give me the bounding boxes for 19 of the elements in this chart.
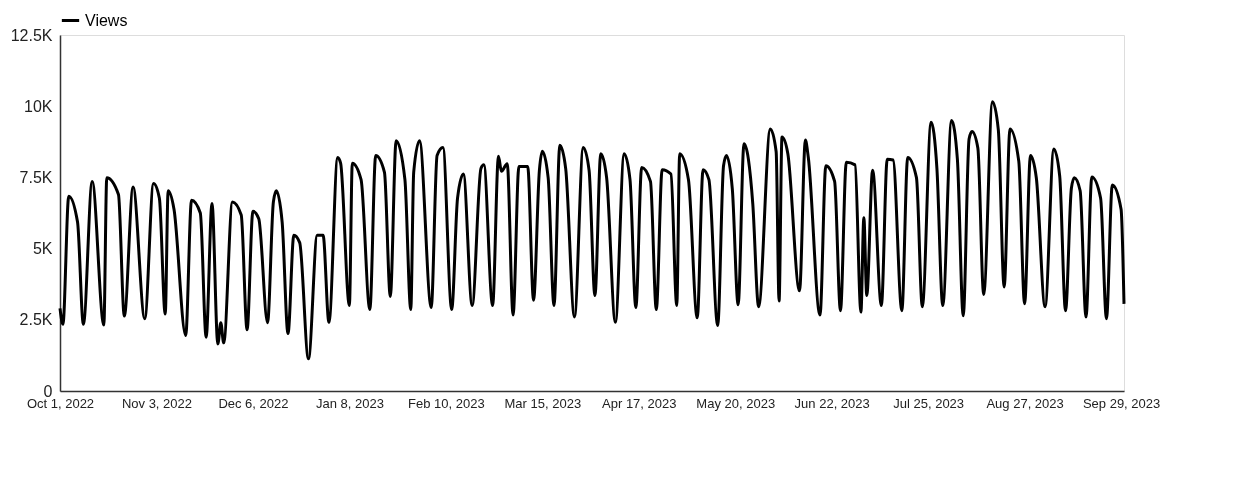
x-tick-label: Jan 8, 2023 [315, 395, 384, 411]
x-tick-label: Jun 22, 2023 [794, 395, 870, 411]
y-tick-label: 10K [24, 97, 53, 115]
y-tick-label: 0 [43, 382, 53, 400]
x-tick-label: Sep 29, 2023 [1082, 395, 1161, 411]
x-tick-label: May 20, 2023 [696, 395, 776, 411]
x-tick-label: Aug 27, 2023 [986, 395, 1064, 411]
x-tick-label: Jul 25, 2023 [893, 395, 965, 411]
legend-label: Views [85, 11, 128, 29]
line-series [58, 100, 1126, 361]
y-tick-label: 12.5K [10, 26, 53, 44]
y-tick-label: 2.5K [19, 311, 53, 329]
x-tick-label: Dec 6, 2022 [218, 395, 289, 411]
x-tick-label: Feb 10, 2023 [408, 395, 485, 411]
x-tick-label: Mar 15, 2023 [504, 395, 582, 411]
x-tick-label: Nov 3, 2022 [121, 395, 193, 411]
y-tick-label: 5K [32, 240, 53, 258]
y-tick-label: 7.5K [19, 168, 53, 186]
x-tick-label: Apr 17, 2023 [602, 395, 677, 411]
